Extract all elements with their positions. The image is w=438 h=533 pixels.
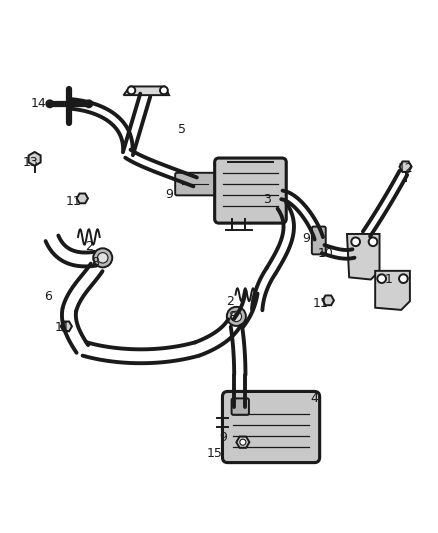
Text: 11: 11 — [55, 321, 71, 334]
Circle shape — [46, 100, 53, 107]
Circle shape — [369, 237, 378, 246]
FancyBboxPatch shape — [215, 158, 286, 223]
Text: 9: 9 — [302, 232, 310, 245]
Polygon shape — [28, 152, 41, 166]
FancyBboxPatch shape — [223, 391, 320, 463]
Text: 6: 6 — [44, 290, 52, 303]
Circle shape — [378, 274, 386, 283]
Polygon shape — [347, 234, 379, 279]
Polygon shape — [237, 437, 249, 448]
Text: 9: 9 — [219, 431, 227, 445]
Circle shape — [127, 86, 135, 94]
Polygon shape — [399, 161, 412, 172]
Circle shape — [93, 248, 112, 268]
Polygon shape — [77, 193, 88, 203]
Circle shape — [160, 86, 168, 94]
Text: 8: 8 — [92, 256, 99, 269]
Polygon shape — [375, 271, 410, 310]
Text: 11: 11 — [66, 195, 81, 208]
Text: 9: 9 — [165, 189, 173, 201]
Text: 1: 1 — [384, 273, 392, 286]
Text: 14: 14 — [31, 98, 47, 110]
Text: 12: 12 — [398, 163, 413, 175]
Circle shape — [85, 100, 92, 107]
Text: 4: 4 — [311, 392, 318, 405]
Circle shape — [240, 439, 246, 445]
Polygon shape — [124, 86, 169, 95]
Text: 15: 15 — [207, 447, 223, 459]
Circle shape — [351, 237, 360, 246]
Text: 8: 8 — [228, 310, 236, 323]
Circle shape — [399, 274, 408, 283]
Text: 11: 11 — [313, 297, 329, 310]
FancyBboxPatch shape — [175, 173, 215, 196]
Text: 3: 3 — [263, 193, 271, 206]
Circle shape — [227, 307, 246, 326]
FancyBboxPatch shape — [312, 227, 326, 254]
Polygon shape — [60, 321, 72, 331]
Text: 10: 10 — [318, 247, 333, 260]
Circle shape — [98, 253, 108, 263]
Text: 5: 5 — [178, 123, 186, 136]
Polygon shape — [323, 295, 334, 305]
Text: 2: 2 — [226, 295, 234, 308]
Text: 2: 2 — [85, 240, 93, 254]
Circle shape — [231, 311, 242, 321]
FancyBboxPatch shape — [232, 398, 249, 415]
Text: 13: 13 — [22, 156, 38, 169]
